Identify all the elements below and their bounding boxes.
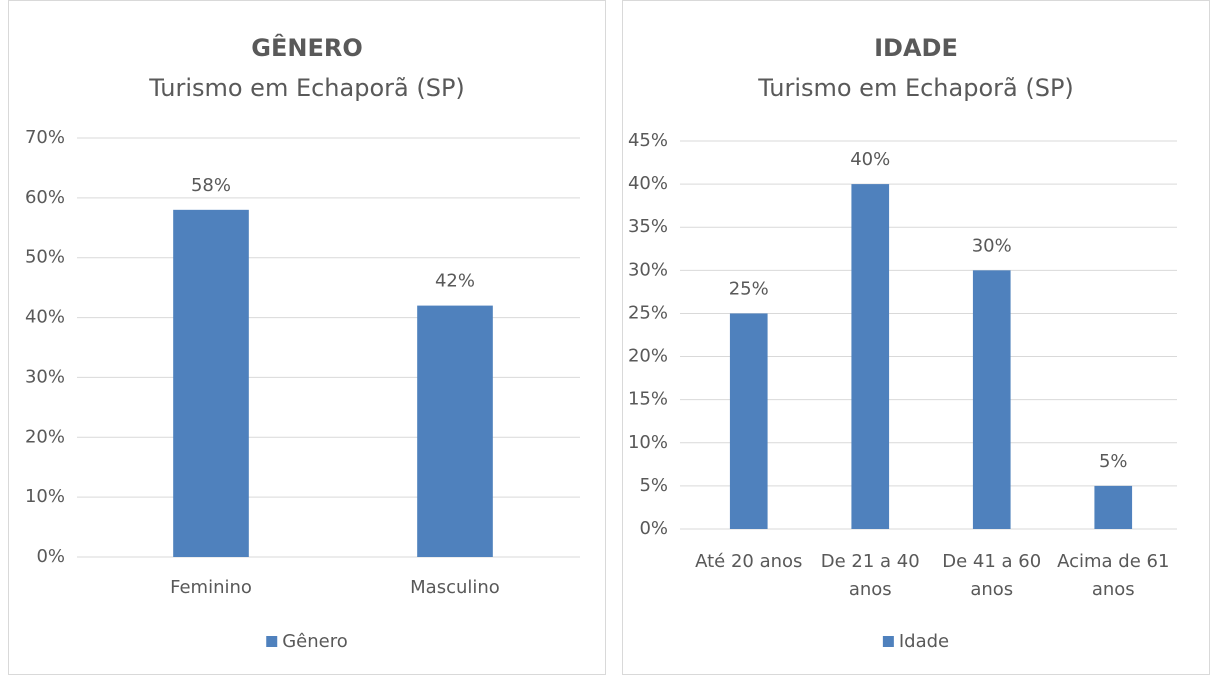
- data-label: 25%: [729, 278, 769, 299]
- data-label: 5%: [1099, 451, 1128, 472]
- legend-label: Gênero: [282, 631, 348, 652]
- y-tick-label: 10%: [25, 486, 65, 507]
- x-tick-label: De 21 a 40 anos: [820, 551, 920, 600]
- bar: [1094, 485, 1133, 529]
- y-tick-label: 20%: [25, 426, 65, 447]
- y-tick-label: 35%: [628, 216, 668, 237]
- data-label: 30%: [972, 235, 1012, 256]
- y-tick-label: 40%: [25, 307, 65, 328]
- data-label: 42%: [435, 271, 475, 292]
- bar: [972, 270, 1011, 529]
- x-tick-label: De 41 a 60 anos: [942, 551, 1042, 600]
- x-tick-label: Acima de 61 anos: [1057, 551, 1170, 600]
- y-tick-label: 0%: [639, 518, 668, 539]
- y-tick-label: 20%: [628, 346, 668, 367]
- x-tick-label: Até 20 anos: [695, 551, 803, 572]
- y-tick-label: 10%: [628, 432, 668, 453]
- y-tick-label: 60%: [25, 187, 65, 208]
- legend-swatch: [882, 636, 894, 647]
- bar: [417, 305, 493, 557]
- y-tick-label: 5%: [639, 475, 668, 496]
- y-tick-label: 30%: [628, 259, 668, 280]
- bar: [851, 184, 890, 529]
- y-tick-label: 0%: [36, 546, 65, 567]
- y-tick-label: 70%: [25, 127, 65, 148]
- x-tick-label: Masculino: [410, 577, 500, 598]
- y-tick-label: 15%: [628, 389, 668, 410]
- y-tick-label: 30%: [25, 366, 65, 387]
- bar: [173, 209, 249, 558]
- data-label: 58%: [191, 175, 231, 196]
- legend-swatch: [266, 636, 278, 647]
- x-tick-label: Feminino: [170, 577, 252, 598]
- chart-title: GÊNERO: [251, 33, 362, 62]
- chart-subtitle: Turismo em Echaporã (SP): [148, 74, 465, 102]
- legend-label: Idade: [899, 631, 949, 652]
- y-tick-label: 45%: [628, 130, 668, 151]
- bar: [729, 313, 768, 529]
- y-tick-label: 50%: [25, 247, 65, 268]
- chart-subtitle: Turismo em Echaporã (SP): [757, 74, 1074, 102]
- chart-title: IDADE: [874, 34, 958, 62]
- data-label: 40%: [850, 149, 890, 170]
- y-tick-label: 25%: [628, 302, 668, 323]
- y-tick-label: 40%: [628, 173, 668, 194]
